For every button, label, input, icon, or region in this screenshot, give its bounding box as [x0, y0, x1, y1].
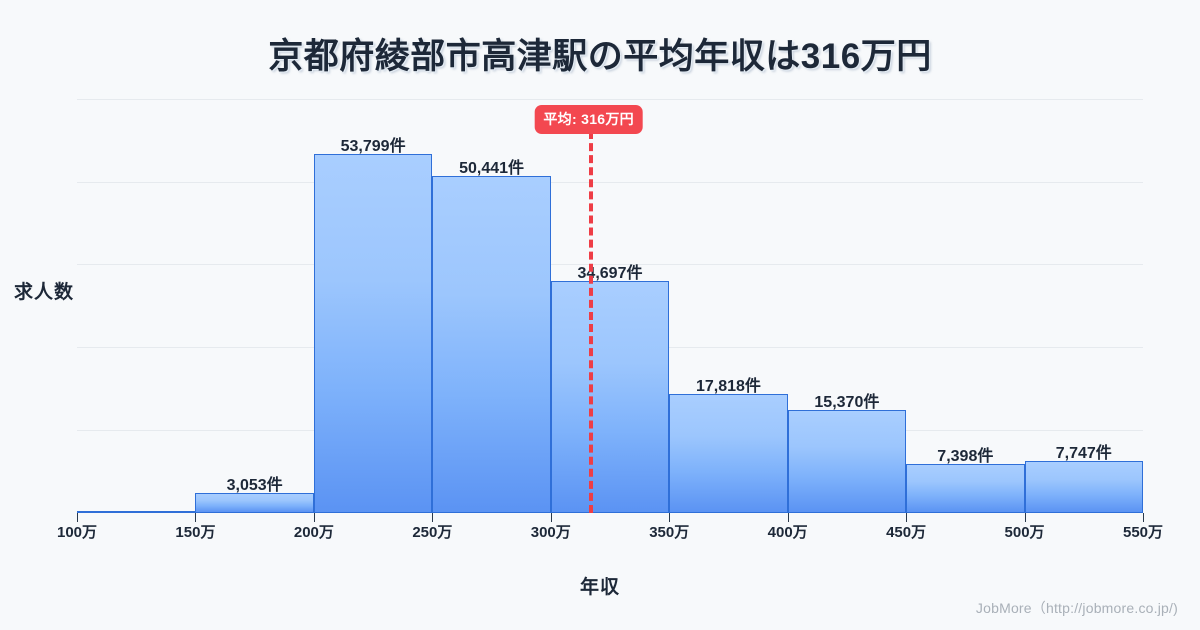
bar [432, 176, 551, 513]
average-line [588, 131, 593, 513]
gridline [77, 264, 1143, 265]
bar-value-label: 7,398件 [937, 447, 994, 465]
bar-value-label: 34,697件 [577, 265, 643, 283]
bar-value-label: 17,818件 [695, 378, 761, 396]
x-axis-tick-label: 550万 [1122, 524, 1164, 541]
x-axis-tick-mark [550, 513, 552, 522]
bar-value-label: 7,747件 [1055, 445, 1112, 463]
x-axis-title: 年収 [579, 577, 620, 598]
x-axis-tick-label: 400万 [767, 524, 808, 541]
bar-value-label: 53,799件 [340, 137, 406, 155]
bar [787, 410, 907, 513]
x-axis-tick-mark [432, 513, 434, 522]
bar [550, 281, 670, 513]
average-badge: 平均: 316万円 [534, 105, 643, 134]
bar [1024, 461, 1143, 513]
x-axis-tick-label: 450万 [886, 524, 927, 541]
x-axis-tick-label: 300万 [530, 524, 571, 541]
bar [313, 153, 433, 513]
x-axis-tick-mark [787, 513, 789, 522]
x-axis-tick-mark [1024, 513, 1026, 522]
x-axis-tick-mark [77, 513, 78, 522]
x-axis-tick-mark [669, 513, 671, 522]
x-axis-tick-mark [195, 513, 197, 522]
footer-credit: JobMore（http://jobmore.co.jp/) [975, 600, 1178, 616]
x-axis-tick-label: 350万 [649, 524, 690, 541]
x-axis-tick-mark [1143, 513, 1144, 522]
x-axis-tick-label: 150万 [175, 524, 216, 541]
bar [195, 492, 314, 513]
bar-value-label: 50,441件 [459, 160, 525, 178]
x-axis-tick-label: 500万 [1004, 524, 1045, 541]
x-axis-tick-label: 250万 [412, 524, 453, 541]
gridline [77, 182, 1143, 183]
bar-value-label: 15,370件 [814, 394, 880, 412]
y-axis-title: 求人数 [14, 282, 75, 303]
gridline [77, 99, 1143, 100]
x-axis-tick-mark [313, 513, 315, 522]
bar-value-label: 3,053件 [226, 476, 283, 494]
x-axis-tick-mark [906, 513, 908, 522]
chart-title: 京都府綾部市高津駅の平均年収は316万円 [268, 37, 932, 76]
bar [669, 394, 788, 513]
plot-area [77, 99, 1143, 513]
bar [77, 511, 196, 513]
bar [906, 463, 1025, 513]
x-axis-tick-label: 100万 [56, 524, 98, 541]
x-axis-tick-label: 200万 [293, 524, 334, 541]
